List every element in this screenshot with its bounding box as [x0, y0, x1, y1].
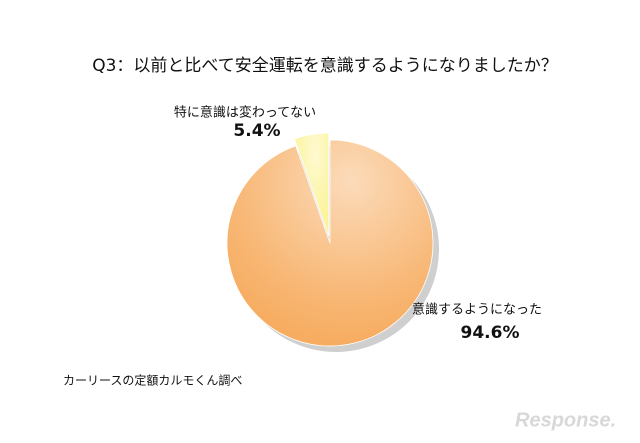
value-label: 94.6%	[461, 323, 520, 343]
watermark: Response.	[515, 409, 616, 431]
source-note: カーリースの定額カルモくん調べ	[63, 373, 242, 388]
slice-label: 意識するようになった	[412, 302, 542, 318]
value-label: 5.4%	[233, 121, 280, 141]
slice-label: 特に意識は変わってない	[174, 105, 316, 121]
chart-title: Q3：以前と比べて安全運転を意識するようになりましたか？	[92, 56, 558, 76]
pie-slice	[226, 139, 434, 347]
